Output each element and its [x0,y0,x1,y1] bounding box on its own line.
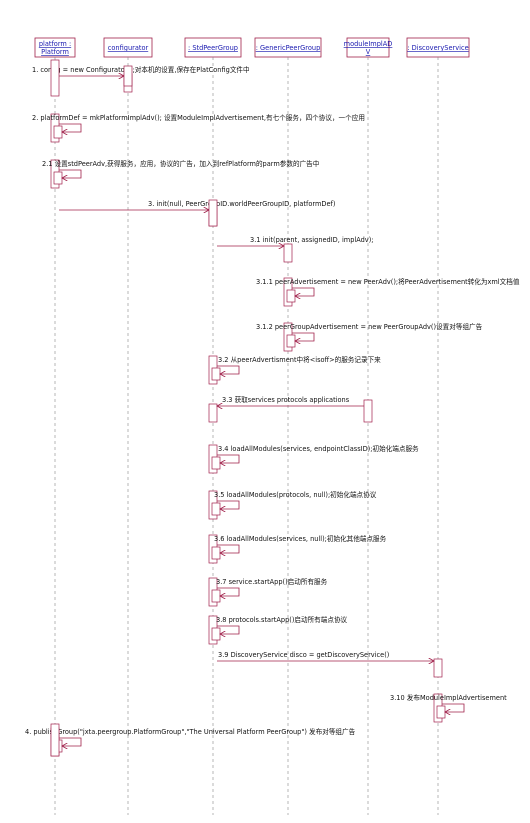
message-label: 2.1 设置stdPeerAdv,获得服务，应用，协议的广告，加入到refPla… [42,159,319,168]
activation-bar [53,171,63,185]
message-label: 3.4 loadAllModules(services, endpointCla… [218,444,419,453]
activation-bar [208,403,218,423]
self-message-arrow [292,332,315,341]
activation-bar [363,399,373,423]
message-label: 3.3 获取services protocols applications [222,395,350,404]
participant-label: : DiscoveryService [407,44,468,52]
self-message-arrow [59,169,82,178]
participant-label: platform : [39,40,71,48]
self-message-arrow [217,625,240,634]
activation-bar [211,627,221,641]
self-message-arrow [59,737,82,746]
message-label: 3.5 loadAllModules(protocols, null);初始化端… [214,490,377,499]
message-label: 3.8 protocols.startApp()启动所有端点协议 [216,615,348,624]
self-message-arrow [59,123,82,132]
activation-bar [286,334,296,348]
message-label: 3.6 loadAllModules(services, null);初始化其他… [214,534,387,543]
message-label: 3.10 发布ModuleImplAdvertisement [390,693,507,702]
activation-bar [286,289,296,303]
self-message-arrow [292,287,315,296]
activation-bar [211,546,221,560]
message-label: 3.1.2 peerGroupAdvertisement = new PeerG… [256,322,483,331]
activation-bar [211,502,221,516]
activation-bar [211,589,221,603]
activation-bar [123,65,133,87]
self-message-arrow [217,365,240,374]
activation-bar [283,243,293,263]
self-message-arrow [217,587,240,596]
message-label: 2. platformDef = mkPlatformImplAdv(); 设置… [32,113,365,122]
activation-bar [53,125,63,139]
self-message-arrow [217,500,240,509]
participant-label: V [366,48,371,56]
participant-label: Platform [41,48,69,56]
self-message-arrow [442,703,465,712]
message-label: 3.9 DiscoveryService disco = getDiscover… [218,651,389,659]
message-label: 3.2 从peerAdvertisment中将<isoff>的服务记录下来 [218,355,381,364]
participant-label: : StdPeerGroup [188,44,238,52]
activation-bar [50,723,60,757]
activation-bar [436,705,446,719]
activation-bar [211,456,221,470]
self-message-arrow [217,454,240,463]
self-message-arrow [217,544,240,553]
activation-bar [50,59,60,97]
message-label: 3. init(null, PeerGroupID.worldPeerGroup… [148,200,335,208]
activation-bar [211,367,221,381]
message-label: 4. publishGroup("jxta.peergroup.Platform… [25,727,356,736]
message-label: 3.1.1 peerAdvertisement = new PeerAdv();… [256,277,520,286]
participant-label: : GenericPeerGroup [256,44,321,52]
message-label: 3.7 service.startApp()启动所有服务 [216,577,328,586]
message-label: 3.1 init(parent, assignedID, implAdv); [250,236,374,244]
message-label: 1. config = new Configurator();对本机的设置,保存… [32,65,250,74]
activation-bar [433,658,443,678]
activation-bar [208,199,218,227]
participant-label: configurator [108,44,149,52]
participant-label: moduleImplAD [344,40,393,48]
